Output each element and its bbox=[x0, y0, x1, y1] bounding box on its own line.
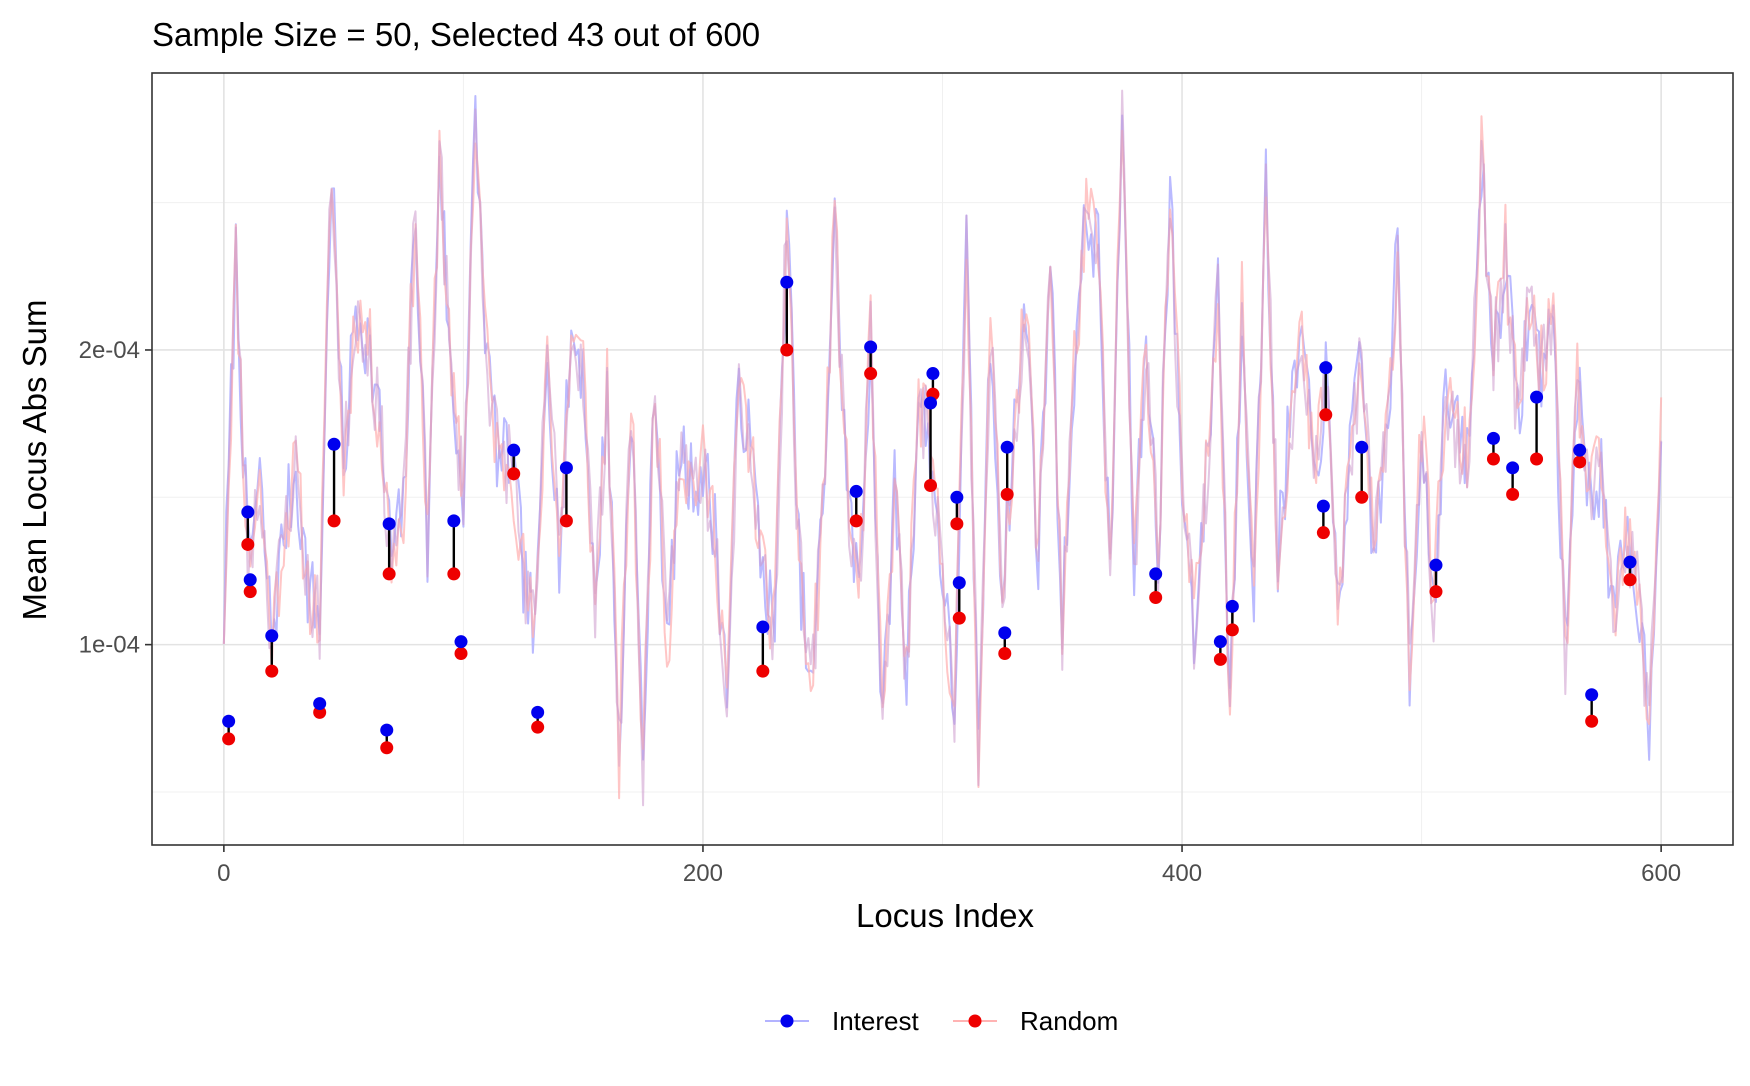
interest-point bbox=[998, 626, 1012, 640]
interest-point bbox=[1585, 688, 1599, 702]
interest-point bbox=[1355, 440, 1369, 454]
random-point bbox=[1530, 452, 1544, 466]
random-point bbox=[241, 537, 255, 551]
interest-point bbox=[1530, 390, 1544, 404]
legend-key-point bbox=[780, 1014, 794, 1028]
random-point bbox=[864, 367, 878, 381]
legend-label: Interest bbox=[832, 1006, 919, 1036]
interest-point bbox=[531, 705, 545, 719]
interest-point bbox=[1149, 567, 1163, 581]
interest-point bbox=[1623, 555, 1637, 569]
interest-point bbox=[222, 714, 236, 728]
random-point bbox=[380, 741, 394, 755]
x-tick-label: 0 bbox=[217, 860, 230, 887]
random-point bbox=[559, 514, 573, 528]
random-point bbox=[756, 664, 770, 678]
random-point bbox=[1429, 585, 1443, 599]
interest-point bbox=[1573, 443, 1587, 457]
overlap-trace bbox=[222, 89, 1663, 807]
random-point bbox=[780, 343, 794, 357]
interest-point bbox=[952, 576, 966, 590]
x-tick-label: 200 bbox=[683, 860, 723, 887]
random-point bbox=[1506, 487, 1520, 501]
random-point bbox=[327, 514, 341, 528]
random-point bbox=[849, 514, 863, 528]
interest-point bbox=[454, 635, 468, 649]
random-point bbox=[447, 567, 461, 581]
random-point bbox=[1225, 623, 1239, 637]
random-point bbox=[1000, 487, 1014, 501]
random-point bbox=[952, 611, 966, 625]
random-point bbox=[1486, 452, 1500, 466]
interest-point bbox=[1486, 431, 1500, 445]
random-point bbox=[1319, 408, 1333, 422]
trace-layer bbox=[222, 89, 1663, 807]
interest-point bbox=[507, 443, 521, 457]
interest-point bbox=[243, 573, 257, 587]
point-layer bbox=[222, 275, 1637, 755]
y-axis-title: Mean Locus Abs Sum bbox=[16, 299, 53, 620]
random-point bbox=[222, 732, 236, 746]
random-point bbox=[1623, 573, 1637, 587]
random-point bbox=[1573, 455, 1587, 469]
interest-point bbox=[1000, 440, 1014, 454]
interest-point bbox=[1213, 635, 1227, 649]
x-tick-label: 600 bbox=[1641, 860, 1681, 887]
x-tick-label: 400 bbox=[1162, 860, 1202, 887]
segment-layer bbox=[227, 282, 1632, 748]
axis-layer: 0 200 400 600 1e-04 2e-04 bbox=[79, 337, 1682, 887]
interest-point bbox=[559, 461, 573, 475]
legend-key-point bbox=[968, 1014, 982, 1028]
random-point bbox=[1355, 490, 1369, 504]
interest-point bbox=[1429, 558, 1443, 572]
interest-point bbox=[265, 629, 279, 643]
random-point bbox=[1149, 590, 1163, 604]
interest-point bbox=[924, 396, 938, 410]
interest-point bbox=[1506, 461, 1520, 475]
random-point bbox=[531, 720, 545, 734]
interest-point bbox=[447, 514, 461, 528]
interest-point bbox=[849, 484, 863, 498]
legend-label: Random bbox=[1020, 1006, 1118, 1036]
random-point bbox=[924, 479, 938, 493]
interest-point bbox=[241, 505, 255, 519]
chart-title: Sample Size = 50, Selected 43 out of 600 bbox=[152, 16, 760, 53]
interest-point bbox=[380, 723, 394, 737]
legend: Interest Random bbox=[765, 1006, 1118, 1036]
random-point bbox=[382, 567, 396, 581]
interest-point bbox=[327, 437, 341, 451]
y-tick-label: 2e-04 bbox=[79, 337, 140, 364]
interest-point bbox=[926, 367, 940, 381]
interest-point bbox=[313, 697, 327, 711]
y-tick-label: 1e-04 bbox=[79, 632, 140, 659]
interest-point bbox=[864, 340, 878, 354]
interest-point bbox=[1319, 361, 1333, 375]
interest-point bbox=[950, 490, 964, 504]
interest-point bbox=[756, 620, 770, 634]
random-point bbox=[1585, 714, 1599, 728]
random-point bbox=[1213, 652, 1227, 666]
random-point bbox=[998, 646, 1012, 660]
random-point bbox=[265, 664, 279, 678]
interest-point bbox=[1225, 599, 1239, 613]
x-axis-title: Locus Index bbox=[856, 897, 1034, 934]
random-point bbox=[243, 585, 257, 599]
random-point bbox=[1316, 526, 1330, 540]
random-point bbox=[950, 517, 964, 531]
random-point bbox=[507, 467, 521, 481]
interest-point bbox=[382, 517, 396, 531]
interest-point bbox=[780, 275, 794, 289]
plot-border bbox=[151, 72, 1734, 846]
interest-point bbox=[1316, 499, 1330, 513]
random-point bbox=[454, 646, 468, 660]
